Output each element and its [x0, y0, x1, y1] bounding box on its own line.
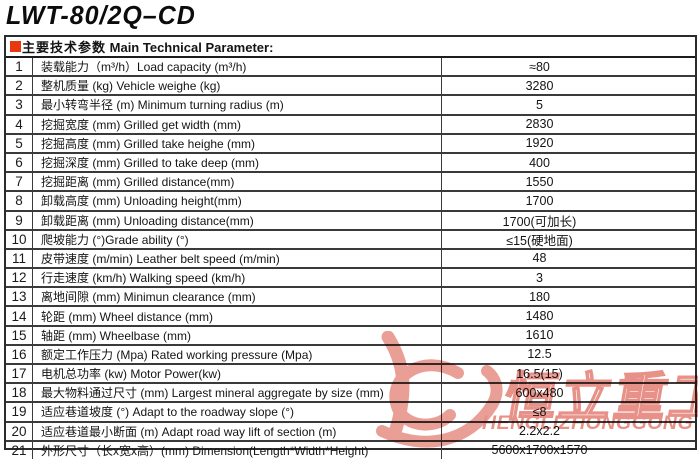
param-value: 180	[529, 289, 550, 304]
table-row: 6 挖掘深度 (mm) Grilled to take deep (mm) 40…	[6, 153, 695, 174]
row-number: 3	[6, 96, 33, 114]
page-title: LWT-80/2Q–CD	[6, 1, 196, 31]
table-row: 13 离地间隙 (mm) Minimun clearance (mm) 180	[6, 288, 695, 308]
table-heading: 主要技术参数 Main Technical Parameter:	[22, 37, 273, 56]
param-label: 额定工作压力 (Mpa) Rated working pressure (Mpa…	[33, 345, 442, 363]
row-number: 9	[6, 211, 33, 229]
param-label: 行走速度 (km/h) Walking speed (km/h)	[33, 269, 442, 287]
table-row: 21 外形尺寸（长x宽x高）(mm) Dimension(Length*Widt…	[6, 441, 695, 459]
param-value: 1480	[525, 309, 554, 324]
table-row: 8 卸载高度 (mm) Unloading height(mm) 1700	[6, 192, 695, 212]
table-heading-en: Main Technical Parameter:	[109, 40, 274, 55]
param-label: 外形尺寸（长x宽x高）(mm) Dimension(Length*Width*H…	[33, 441, 442, 459]
param-label: 挖掘深度 (mm) Grilled to take deep (mm)	[33, 153, 442, 172]
param-label: 轴距 (mm) Wheelbase (mm)	[33, 326, 442, 344]
table-row: 18 最大物料通过尺寸 (mm) Largest mineral aggrega…	[6, 384, 695, 404]
table-row: 1 装载能力（m³/h）Load capacity (m³/h) ≈80	[6, 58, 695, 78]
param-value: 1550	[525, 174, 554, 189]
param-label: 适应巷道最小断面 (m) Adapt road way lift of sect…	[33, 422, 442, 440]
row-number: 13	[6, 288, 33, 306]
table-row: 19 适应巷道坡度 (°) Adapt to the roadway slope…	[6, 403, 695, 423]
param-label: 卸载距离 (mm) Unloading distance(mm)	[33, 211, 442, 229]
table-row: 4 挖掘宽度 (mm) Grilled get width (mm) 2830	[6, 115, 695, 135]
table-heading-zh: 主要技术参数	[22, 40, 107, 55]
param-label: 装载能力（m³/h）Load capacity (m³/h)	[33, 58, 442, 76]
param-label: 最大物料通过尺寸 (mm) Largest mineral aggregate …	[33, 384, 442, 402]
param-value: 2.2x2.2	[518, 424, 560, 439]
table-row: 3 最小转弯半径 (m) Minimum turning radius (m) …	[6, 96, 695, 116]
row-number: 10	[6, 230, 33, 248]
row-number: 20	[6, 422, 33, 440]
param-label: 电机总功率 (kw) Motor Power(kw)	[33, 365, 442, 383]
param-value: ≤8	[532, 404, 547, 419]
param-label: 挖掘宽度 (mm) Grilled get width (mm)	[33, 115, 442, 133]
table-row: 10 爬坡能力 (°)Grade ability (°) ≤15(硬地面)	[6, 230, 695, 250]
param-label: 轮距 (mm) Wheel distance (mm)	[33, 307, 442, 325]
param-label: 最小转弯半径 (m) Minimum turning radius (m)	[33, 96, 442, 114]
row-number: 12	[6, 269, 33, 287]
row-number: 8	[6, 192, 33, 210]
spec-table-panel: 主要技术参数 Main Technical Parameter: 1 装载能力（…	[4, 35, 697, 459]
table-row: 14 轮距 (mm) Wheel distance (mm) 1480	[6, 307, 695, 327]
row-number: 15	[6, 326, 33, 344]
param-label: 爬坡能力 (°)Grade ability (°)	[33, 230, 442, 248]
table-row: 15 轴距 (mm) Wheelbase (mm) 1610	[6, 326, 695, 346]
table-row: 20 适应巷道最小断面 (m) Adapt road way lift of s…	[6, 422, 695, 442]
param-value: 400	[529, 155, 550, 170]
param-value: 1610	[525, 328, 554, 343]
param-value: 5600x1700x1570	[491, 443, 588, 458]
row-number: 2	[6, 77, 33, 95]
param-value: 600x480	[515, 385, 564, 400]
row-number: 16	[6, 345, 33, 363]
red-square-bullet	[10, 41, 21, 52]
row-number: 14	[6, 307, 33, 325]
param-value: 2830	[525, 117, 554, 132]
table-row: 12 行走速度 (km/h) Walking speed (km/h) 3	[6, 269, 695, 289]
row-number: 4	[6, 115, 33, 133]
table-header: 主要技术参数 Main Technical Parameter:	[6, 37, 695, 58]
param-label: 整机质量 (kg) Vehicle weighe (kg)	[33, 77, 442, 95]
param-label: 适应巷道坡度 (°) Adapt to the roadway slope (°…	[33, 403, 442, 421]
param-value: 3280	[525, 78, 554, 93]
param-value: 5	[536, 97, 543, 112]
row-number: 11	[6, 249, 33, 268]
table-row: 5 挖掘高度 (mm) Grilled take heighe (mm) 192…	[6, 134, 695, 154]
param-value: 3	[536, 270, 543, 285]
row-number: 18	[6, 384, 33, 402]
param-value: 16.5(15)	[516, 366, 563, 381]
param-label: 皮带速度 (m/min) Leather belt speed (m/min)	[33, 249, 442, 268]
row-number: 21	[6, 441, 33, 459]
row-number: 19	[6, 403, 33, 421]
param-value: 1920	[525, 136, 554, 151]
table-row: 2 整机质量 (kg) Vehicle weighe (kg) 3280	[6, 77, 695, 97]
table-row: 11 皮带速度 (m/min) Leather belt speed (m/mi…	[6, 249, 695, 270]
table-row: 16 额定工作压力 (Mpa) Rated working pressure (…	[6, 345, 695, 365]
param-label: 挖掘距离 (mm) Grilled distance(mm)	[33, 173, 442, 191]
row-number: 7	[6, 173, 33, 191]
param-value: 1700	[525, 193, 554, 208]
param-value: 48	[532, 251, 547, 266]
param-label: 卸载高度 (mm) Unloading height(mm)	[33, 192, 442, 210]
param-value: ≈80	[529, 59, 550, 74]
param-value: 12.5	[527, 347, 552, 362]
param-label: 挖掘高度 (mm) Grilled take heighe (mm)	[33, 134, 442, 152]
param-label: 离地间隙 (mm) Minimun clearance (mm)	[33, 288, 442, 306]
param-value: ≤15(硬地面)	[506, 233, 573, 248]
row-number: 17	[6, 365, 33, 383]
row-number: 5	[6, 134, 33, 152]
table-row: 9 卸载距离 (mm) Unloading distance(mm) 1700(…	[6, 211, 695, 231]
param-value: 1700(可加长)	[502, 214, 577, 229]
table-row: 7 挖掘距离 (mm) Grilled distance(mm) 1550	[6, 173, 695, 193]
table-rows: 1 装载能力（m³/h）Load capacity (m³/h) ≈80 2 整…	[6, 58, 695, 459]
table-row: 17 电机总功率 (kw) Motor Power(kw) 16.5(15)	[6, 365, 695, 385]
row-number: 1	[6, 58, 33, 76]
row-number: 6	[6, 153, 33, 172]
